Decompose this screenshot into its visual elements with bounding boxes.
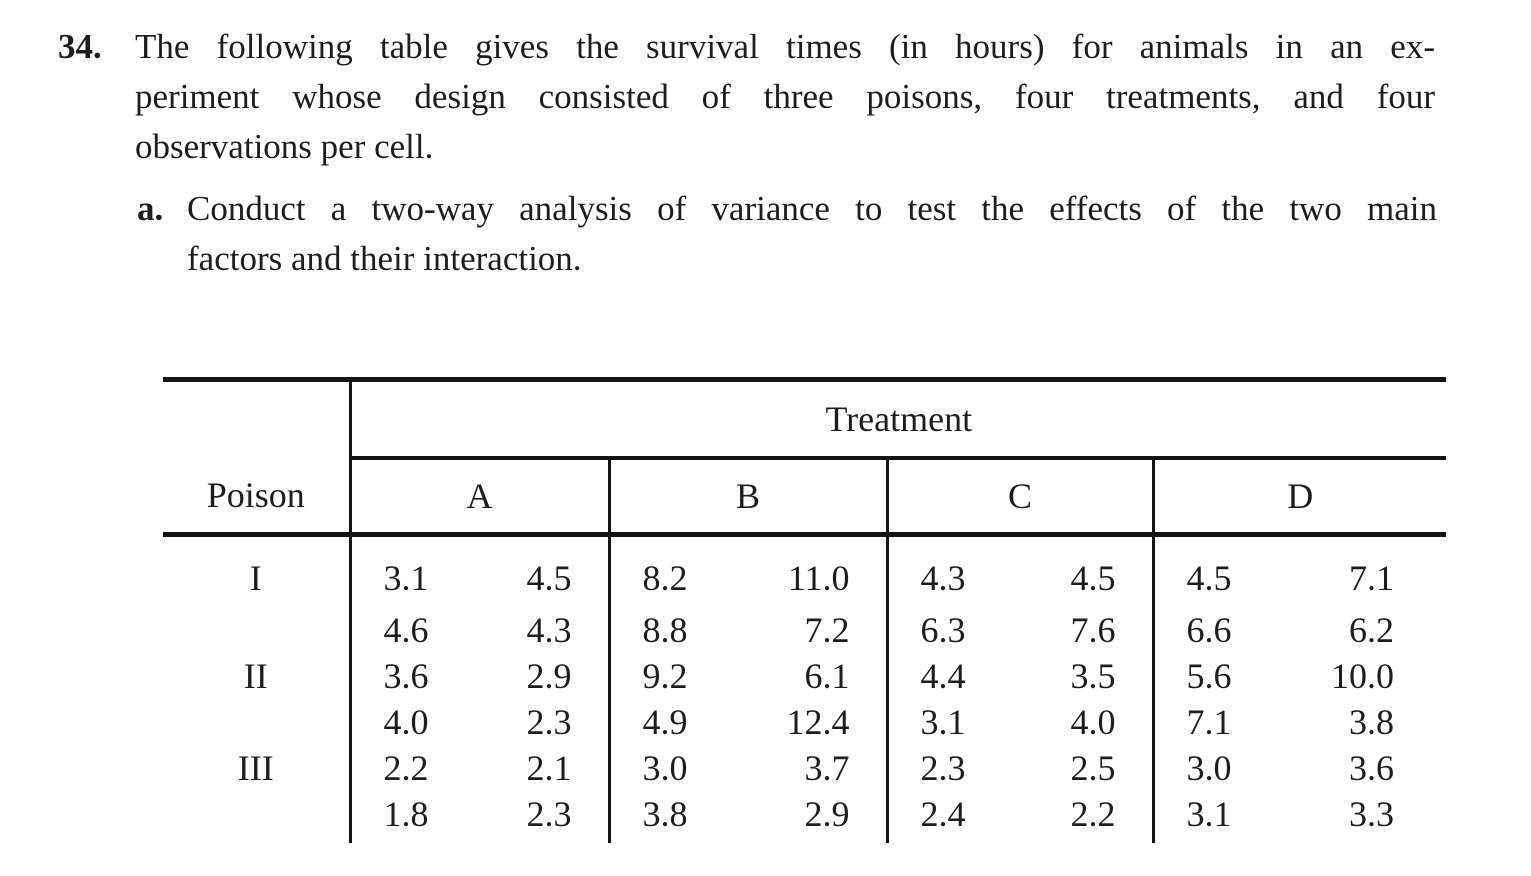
problem-statement: 34. The following table gives the surviv… <box>58 22 1531 172</box>
survival-time-value: 3.6 <box>348 653 480 699</box>
survival-time-value: 3.1 <box>885 699 1020 745</box>
survival-time-value: 2.4 <box>885 791 1020 843</box>
poison-row-label <box>163 699 352 745</box>
survival-time-value: 3.6 <box>1349 748 1395 788</box>
poison-row-label: II <box>163 653 352 699</box>
poison-row-label <box>163 791 352 843</box>
survival-time-value: 4.0 <box>1070 702 1116 742</box>
survival-time-value: 4.4 <box>885 653 1020 699</box>
survival-time-value: 4.5 <box>1070 558 1116 598</box>
survival-time-value: 4.5 <box>1151 534 1299 607</box>
survival-time-value: 9.2 <box>607 653 748 699</box>
part-a-text-line-1: Conduct a two-way analysis of variance t… <box>187 189 1437 228</box>
survival-time-value: 6.3 <box>885 607 1020 653</box>
corner-empty-cell <box>163 379 352 458</box>
treatment-col-c-header: C <box>885 458 1153 537</box>
problem-text-line-1: The following table gives the survival t… <box>135 27 1435 66</box>
survival-time-value: 11.0 <box>787 558 850 598</box>
poison-row-label <box>163 607 352 653</box>
survival-time-value: 2.9 <box>804 794 850 834</box>
problem-text-line-3: observations per cell. <box>135 127 434 166</box>
table-row: 4.6 4.3 8.8 7.2 6.3 7.6 6.6 6.2 <box>163 607 1446 653</box>
survival-time-value: 4.5 <box>526 558 572 598</box>
survival-time-value: 2.3 <box>526 794 572 834</box>
treatment-header: Treatment <box>350 379 1447 460</box>
survival-time-value: 3.1 <box>348 534 480 607</box>
survival-time-value: 2.2 <box>348 745 480 791</box>
survival-time-value: 4.3 <box>885 534 1020 607</box>
survival-time-value: 4.6 <box>348 607 480 653</box>
survival-time-value: 3.3 <box>1349 794 1395 834</box>
poison-row-label: III <box>163 745 352 791</box>
survival-time-value: 2.3 <box>885 745 1020 791</box>
problem-text-line-2: periment whose design consisted of three… <box>135 77 1435 116</box>
survival-time-value: 2.2 <box>1070 794 1116 834</box>
survival-time-value: 4.9 <box>607 699 748 745</box>
problem-text: The following table gives the survival t… <box>135 22 1435 172</box>
table-row: 4.0 2.3 4.9 12.4 3.1 4.0 7.1 3.8 <box>163 699 1446 745</box>
part-a-label: a. <box>137 189 164 228</box>
poison-header: Poison <box>163 458 352 537</box>
treatment-col-b-header: B <box>607 458 887 537</box>
survival-time-value: 6.2 <box>1349 610 1395 650</box>
treatment-header-row: Treatment <box>163 379 1447 460</box>
survival-time-value: 4.0 <box>348 699 480 745</box>
table-row: III 2.2 2.1 3.0 3.7 2.3 2.5 3.0 3.6 <box>163 745 1446 791</box>
survival-time-value: 3.1 <box>1151 791 1299 843</box>
column-header-row: Poison A B C D <box>163 458 1447 537</box>
treatment-col-d-header: D <box>1151 458 1447 537</box>
survival-time-value: 7.1 <box>1349 558 1395 598</box>
survival-time-value: 3.7 <box>804 748 850 788</box>
survival-time-value: 2.5 <box>1070 748 1116 788</box>
survival-time-value: 7.1 <box>1151 699 1299 745</box>
survival-time-value: 3.0 <box>1151 745 1299 791</box>
part-a-text: Conduct a two-way analysis of variance t… <box>187 184 1437 284</box>
treatment-col-a-header: A <box>350 458 609 537</box>
survival-time-value: 8.8 <box>607 607 748 653</box>
survival-time-value: 4.3 <box>526 610 572 650</box>
survival-time-value: 6.1 <box>804 656 850 696</box>
survival-time-value: 2.3 <box>526 702 572 742</box>
survival-time-value: 2.1 <box>526 748 572 788</box>
survival-time-value: 10.0 <box>1331 656 1395 696</box>
survival-time-value: 8.2 <box>607 534 748 607</box>
table-row: I 3.1 4.5 8.2 11.0 4.3 4.5 4.5 7.1 <box>163 534 1446 607</box>
survival-time-value: 7.6 <box>1070 610 1116 650</box>
part-a: a. Conduct a two-way analysis of varianc… <box>137 184 1531 284</box>
survival-time-value: 3.5 <box>1070 656 1116 696</box>
part-a-text-line-2: factors and their interaction. <box>187 239 582 278</box>
survival-time-value: 6.6 <box>1151 607 1299 653</box>
survival-time-value: 1.8 <box>348 791 480 843</box>
survival-time-value: 7.2 <box>804 610 850 650</box>
table-row: 1.8 2.3 3.8 2.9 2.4 2.2 3.1 3.3 <box>163 791 1446 843</box>
survival-times-table: Treatment Poison A B C D I 3.1 4.5 8.2 1… <box>163 377 1447 843</box>
survival-time-value: 3.8 <box>1349 702 1395 742</box>
survival-time-value: 3.8 <box>607 791 748 843</box>
problem-number: 34. <box>58 27 102 66</box>
survival-time-value: 2.9 <box>526 656 572 696</box>
survival-time-value: 5.6 <box>1151 653 1299 699</box>
poison-row-label: I <box>163 534 352 607</box>
survival-time-value: 12.4 <box>786 702 850 742</box>
table-row: II 3.6 2.9 9.2 6.1 4.4 3.5 5.6 10.0 <box>163 653 1446 699</box>
survival-time-value: 3.0 <box>607 745 748 791</box>
